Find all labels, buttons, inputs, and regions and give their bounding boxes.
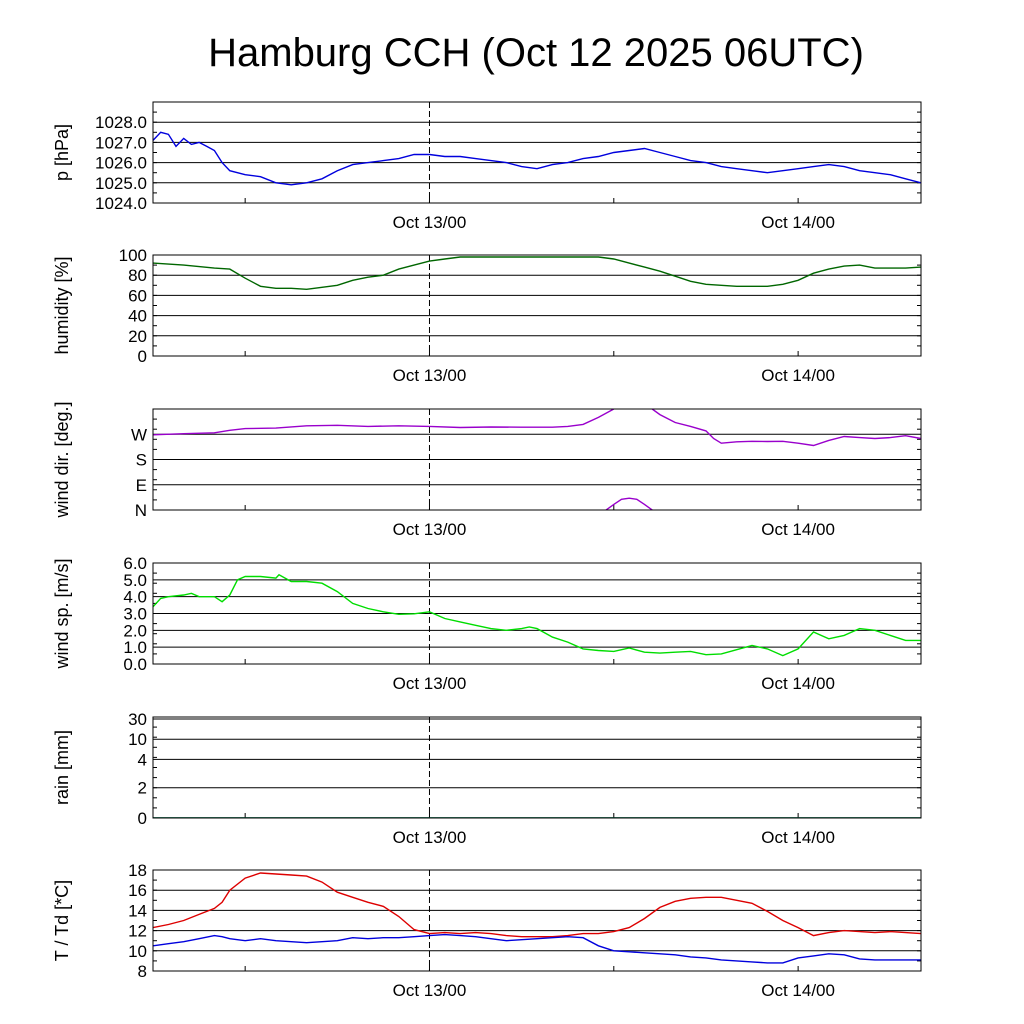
ytick-label-humidity-3: 60 [128, 286, 147, 305]
ylabel-humidity: humidity [%] [52, 256, 72, 354]
ytick-label-wind_speed-1: 1.0 [123, 638, 147, 657]
xtick-label-pressure-1: Oct 14/00 [761, 213, 835, 232]
ytick-label-temperature-4: 16 [128, 881, 147, 900]
ytick-label-humidity-4: 80 [128, 266, 147, 285]
ytick-label-wind_speed-5: 5.0 [123, 571, 147, 590]
ytick-label-rain-1: 2 [138, 779, 147, 798]
ytick-label-pressure-2: 1026.0 [95, 154, 147, 173]
ytick-label-humidity-1: 20 [128, 327, 147, 346]
series-line-wind_speed-0 [153, 573, 921, 657]
xtick-label-wind_speed-0: Oct 13/00 [393, 674, 467, 693]
xtick-label-temperature-0: Oct 13/00 [393, 981, 467, 1000]
ytick-label-wind_speed-6: 6.0 [123, 554, 147, 573]
xtick-label-pressure-0: Oct 13/00 [393, 213, 467, 232]
frame-wind_speed [152, 562, 922, 665]
panel-wind_speed: 0.01.02.03.04.05.06.0 Oct 13/00 Oct 14/00 w… [52, 554, 922, 693]
frame-temperature [152, 869, 922, 972]
series-line-wind_dir-0 [153, 409, 615, 436]
chart-title: Hamburg CCH (Oct 12 2025 06UTC) [208, 31, 864, 75]
ytick-label-pressure-3: 1027.0 [95, 133, 147, 152]
ytick-label-temperature-5: 18 [128, 861, 147, 880]
ytick-label-rain-0: 0 [138, 809, 147, 828]
ytick-label-temperature-0: 8 [138, 962, 147, 981]
ytick-label-humidity-5: 100 [119, 246, 147, 265]
ytick-label-rain-2: 4 [138, 750, 147, 769]
series-line-humidity-0 [153, 256, 921, 291]
ytick-label-wind_speed-0: 0.0 [123, 655, 147, 674]
xtick-label-humidity-1: Oct 14/00 [761, 366, 835, 385]
ytick-label-temperature-1: 10 [128, 942, 147, 961]
ytick-label-wind_dir-1: E [136, 476, 147, 495]
ytick-label-pressure-0: 1024.0 [95, 194, 147, 213]
ylabel-wind_speed: wind sp. [m/s] [52, 558, 72, 669]
ytick-label-humidity-2: 40 [128, 307, 147, 326]
ylabel-pressure: p [hPa] [52, 124, 72, 181]
frame-rain [152, 716, 922, 819]
frame-pressure [152, 101, 922, 204]
ytick-label-temperature-3: 14 [128, 901, 147, 920]
series-line-temperature-1 [153, 933, 921, 964]
series-line-temperature-0 [153, 872, 921, 938]
ytick-label-temperature-2: 12 [128, 922, 147, 941]
xtick-label-wind_dir-1: Oct 14/00 [761, 520, 835, 539]
ytick-label-wind_dir-3: W [131, 425, 147, 444]
ytick-label-wind_speed-2: 2.0 [123, 621, 147, 640]
ylabel-temperature: T / Td [*C] [52, 880, 72, 961]
xtick-label-rain-0: Oct 13/00 [393, 828, 467, 847]
series-line-wind_dir-1 [605, 497, 653, 510]
xtick-label-wind_speed-1: Oct 14/00 [761, 674, 835, 693]
ytick-label-rain-3: 10 [128, 730, 147, 749]
ytick-label-wind_dir-2: S [136, 451, 147, 470]
xtick-label-temperature-1: Oct 14/00 [761, 981, 835, 1000]
ytick-label-rain-4: 30 [128, 710, 147, 729]
series-line-wind_dir-2 [651, 409, 921, 447]
frame-wind_dir [152, 408, 922, 511]
xtick-label-rain-1: Oct 14/00 [761, 828, 835, 847]
xtick-label-wind_dir-0: Oct 13/00 [393, 520, 467, 539]
ytick-label-wind_speed-3: 3.0 [123, 605, 147, 624]
ytick-label-pressure-4: 1028.0 [95, 113, 147, 132]
series-line-pressure-0 [153, 131, 921, 186]
ytick-label-wind_dir-0: N [135, 501, 147, 520]
frame-humidity [152, 254, 922, 357]
ytick-label-wind_speed-4: 4.0 [123, 588, 147, 607]
ytick-label-humidity-0: 0 [138, 347, 147, 366]
xtick-label-humidity-0: Oct 13/00 [393, 366, 467, 385]
ylabel-rain: rain [mm] [52, 730, 72, 805]
ytick-label-pressure-1: 1025.0 [95, 174, 147, 193]
ylabel-wind_dir: wind dir. [deg.] [52, 401, 72, 518]
